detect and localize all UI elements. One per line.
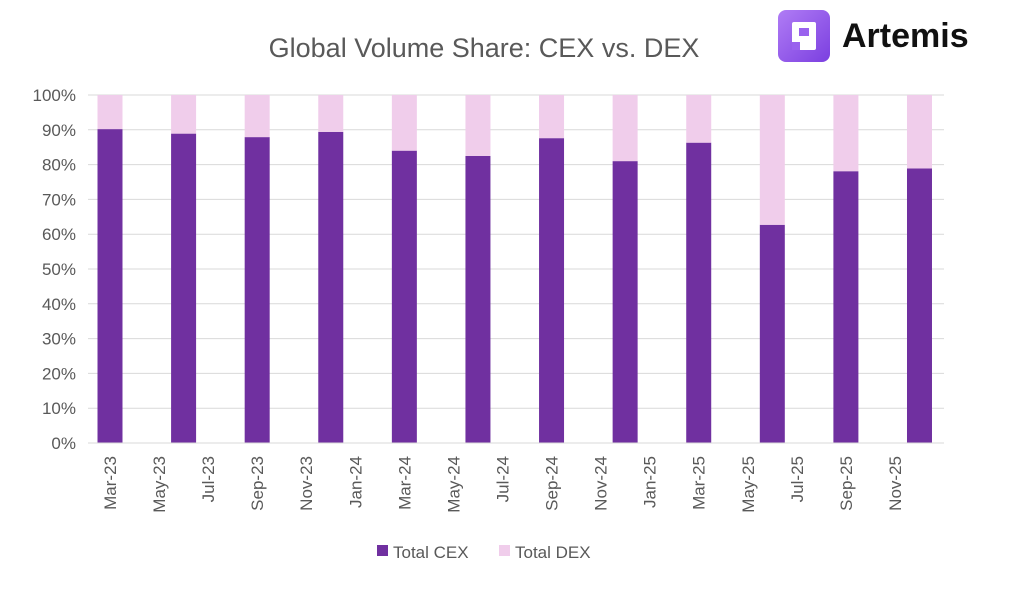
bar-total-cex xyxy=(612,161,638,443)
bar-total-cex xyxy=(539,138,565,444)
y-tick-label: 40% xyxy=(42,295,76,314)
y-tick-label: 100% xyxy=(33,86,76,105)
legend-label: Total CEX xyxy=(393,543,469,562)
bar-total-dex xyxy=(97,95,123,130)
x-tick-label: Jan-25 xyxy=(641,456,660,508)
x-tick-label: Mar-25 xyxy=(690,456,709,510)
x-tick-label: Jul-25 xyxy=(788,456,807,502)
y-tick-label: 60% xyxy=(42,225,76,244)
bar-total-cex xyxy=(906,168,932,444)
x-tick-label: Sep-23 xyxy=(248,456,267,511)
artemis-logo-text: Artemis xyxy=(842,16,969,55)
y-tick-label: 90% xyxy=(42,121,76,140)
x-tick-label: Mar-23 xyxy=(101,456,120,510)
y-tick-label: 0% xyxy=(51,434,76,453)
bar-total-cex xyxy=(391,150,417,443)
bar-total-cex xyxy=(244,137,270,443)
y-tick-label: 30% xyxy=(42,330,76,349)
x-tick-label: Nov-24 xyxy=(592,456,611,511)
artemis-logo-icon xyxy=(778,10,830,62)
legend-label: Total DEX xyxy=(515,543,591,562)
bar-total-cex xyxy=(97,129,123,443)
x-tick-label: Mar-24 xyxy=(395,456,414,510)
y-tick-label: 10% xyxy=(42,399,76,418)
bar-total-dex xyxy=(612,95,638,162)
x-tick-label: Jul-24 xyxy=(493,456,512,502)
legend-swatch xyxy=(499,545,510,556)
y-tick-label: 70% xyxy=(42,190,76,209)
y-tick-label: 20% xyxy=(42,364,76,383)
bar-total-dex xyxy=(391,95,417,151)
bar-total-dex xyxy=(465,95,491,156)
bar-total-dex xyxy=(833,95,859,172)
x-tick-label: May-23 xyxy=(150,456,169,513)
bar-total-cex xyxy=(759,224,785,443)
x-tick-label: Sep-24 xyxy=(543,456,562,511)
x-tick-label: Nov-23 xyxy=(297,456,316,511)
y-tick-label: 80% xyxy=(42,156,76,175)
bar-total-dex xyxy=(686,95,712,143)
bar-total-dex xyxy=(759,95,785,225)
artemis-logo: Artemis xyxy=(778,10,969,62)
y-tick-label: 50% xyxy=(42,260,76,279)
bar-total-cex xyxy=(171,133,197,444)
chart-title: Global Volume Share: CEX vs. DEX xyxy=(268,33,700,63)
x-tick-label: May-24 xyxy=(444,456,463,513)
x-tick-label: Jan-24 xyxy=(346,456,365,508)
bar-total-dex xyxy=(318,95,344,132)
x-tick-label: Sep-25 xyxy=(837,456,856,511)
bar-total-cex xyxy=(318,131,344,443)
bar-total-dex xyxy=(539,95,565,139)
x-tick-label: May-25 xyxy=(739,456,758,513)
bar-total-dex xyxy=(244,95,270,138)
legend-swatch xyxy=(377,545,388,556)
bar-total-dex xyxy=(906,95,932,169)
x-tick-label: Nov-25 xyxy=(886,456,905,511)
bar-total-cex xyxy=(686,142,712,443)
bar-total-dex xyxy=(171,95,197,134)
bar-total-cex xyxy=(833,171,859,443)
x-tick-label: Jul-23 xyxy=(199,456,218,502)
bar-total-cex xyxy=(465,155,491,443)
